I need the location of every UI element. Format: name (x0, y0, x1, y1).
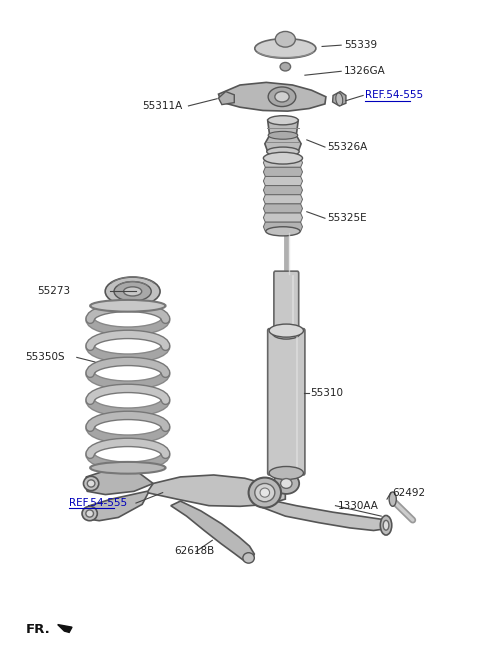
Polygon shape (264, 186, 302, 195)
Ellipse shape (280, 62, 290, 71)
Text: REF.54-555: REF.54-555 (365, 91, 423, 100)
Polygon shape (264, 158, 302, 167)
Text: 55310: 55310 (311, 388, 344, 398)
Text: 55273: 55273 (37, 287, 70, 297)
Polygon shape (218, 92, 234, 104)
Ellipse shape (336, 93, 343, 106)
Polygon shape (264, 176, 302, 186)
Polygon shape (264, 204, 302, 213)
Ellipse shape (389, 492, 396, 506)
Polygon shape (147, 475, 285, 506)
Ellipse shape (268, 131, 298, 139)
Ellipse shape (281, 479, 292, 488)
Text: 55339: 55339 (344, 40, 377, 50)
Polygon shape (263, 499, 387, 531)
Ellipse shape (255, 483, 275, 502)
Ellipse shape (275, 92, 289, 102)
Ellipse shape (273, 327, 300, 339)
Polygon shape (264, 167, 302, 176)
Ellipse shape (264, 152, 302, 164)
FancyBboxPatch shape (274, 271, 299, 335)
Polygon shape (218, 83, 326, 111)
Ellipse shape (90, 462, 166, 474)
Ellipse shape (123, 287, 142, 296)
Ellipse shape (274, 473, 299, 494)
Ellipse shape (87, 480, 95, 487)
FancyBboxPatch shape (268, 329, 305, 475)
Ellipse shape (255, 39, 316, 58)
Text: 1326GA: 1326GA (344, 66, 386, 76)
Polygon shape (264, 213, 302, 222)
Ellipse shape (86, 510, 94, 517)
Ellipse shape (269, 324, 303, 337)
Polygon shape (171, 501, 254, 560)
Polygon shape (333, 92, 346, 106)
Text: REF.54-555: REF.54-555 (69, 498, 127, 508)
Ellipse shape (260, 488, 270, 497)
Text: 62492: 62492 (393, 487, 426, 498)
Ellipse shape (243, 553, 254, 563)
Polygon shape (264, 195, 302, 204)
Ellipse shape (90, 300, 166, 312)
Polygon shape (58, 625, 72, 632)
Polygon shape (84, 491, 148, 521)
Polygon shape (264, 222, 302, 232)
Text: 55325E: 55325E (327, 213, 366, 223)
Ellipse shape (105, 277, 160, 306)
Text: FR.: FR. (26, 623, 51, 636)
Text: 55311A: 55311A (142, 101, 182, 111)
Text: 55350S: 55350S (25, 352, 65, 362)
Ellipse shape (114, 281, 151, 301)
Ellipse shape (249, 478, 281, 508)
Polygon shape (265, 120, 301, 152)
Ellipse shape (267, 147, 299, 156)
Text: 1330AA: 1330AA (338, 501, 379, 510)
Ellipse shape (276, 31, 295, 47)
Ellipse shape (268, 87, 296, 106)
Ellipse shape (266, 227, 300, 236)
Ellipse shape (268, 115, 298, 125)
Ellipse shape (380, 516, 392, 535)
Text: 62618B: 62618B (174, 546, 215, 556)
Text: 55326A: 55326A (327, 142, 367, 152)
Ellipse shape (269, 466, 303, 480)
Ellipse shape (84, 476, 99, 491)
Ellipse shape (82, 506, 97, 521)
Polygon shape (85, 470, 153, 495)
Ellipse shape (383, 520, 389, 530)
